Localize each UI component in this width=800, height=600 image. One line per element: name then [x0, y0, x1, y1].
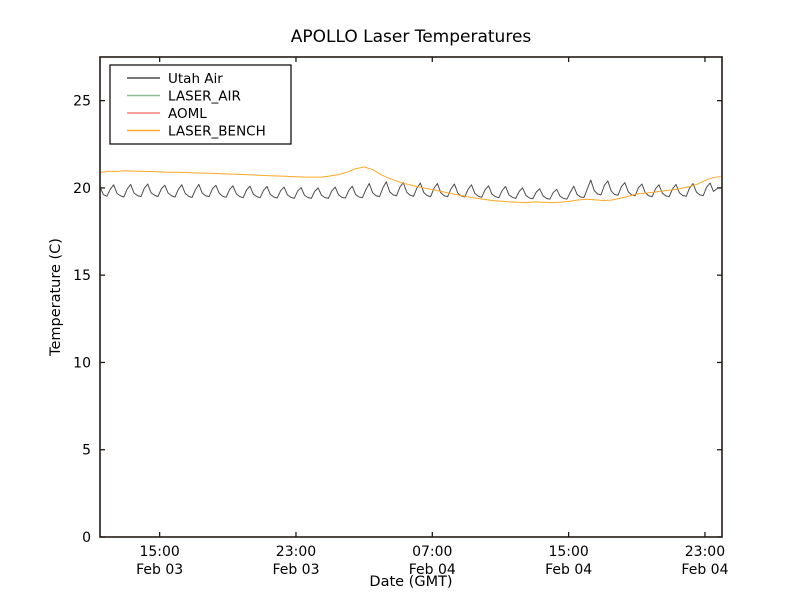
axis-ticks-group: 0 5 10 15 20 25 15:00 Feb 03 23:00 Feb 03 07:00 Feb…: [73, 57, 729, 578]
x-tick-label-date: Feb 04: [545, 562, 592, 578]
data-series-group: [99, 166, 721, 204]
y-tick-label: 20: [73, 181, 91, 197]
x-tick-label-date: Feb 04: [681, 562, 728, 578]
x-tick-label-time: 07:00: [412, 544, 452, 560]
x-tick-label-date: Feb 04: [409, 562, 456, 578]
y-tick-label: 0: [82, 530, 91, 546]
y-tick-label: 5: [82, 443, 91, 459]
series-line-utah-air: [99, 179, 718, 200]
x-tick-label-time: 15:00: [548, 544, 588, 560]
y-tick-label: 15: [73, 268, 91, 284]
legend-label-laser-air: LASER_AIR: [168, 89, 241, 105]
x-tick-label-date: Feb 03: [272, 562, 319, 578]
x-axis-label: Date (GMT): [369, 574, 452, 590]
x-tick-label-time: 23:00: [685, 544, 725, 560]
y-tick-label: 10: [73, 355, 91, 371]
legend-label-aoml: AOML: [168, 106, 207, 122]
chart-title: APOLLO Laser Temperatures: [291, 27, 532, 47]
axes-frame: [99, 56, 723, 538]
x-tick-label-date: Feb 03: [136, 562, 183, 578]
x-tick-label-time: 15:00: [139, 544, 179, 560]
y-axis-label: Temperature (C): [48, 238, 64, 357]
legend-label-laser-bench: LASER_BENCH: [168, 124, 266, 140]
series-line-laser-bench: [99, 166, 721, 204]
legend-label-utah-air: Utah Air: [168, 71, 223, 87]
y-tick-label: 25: [73, 94, 91, 110]
x-tick-label-time: 23:00: [276, 544, 316, 560]
